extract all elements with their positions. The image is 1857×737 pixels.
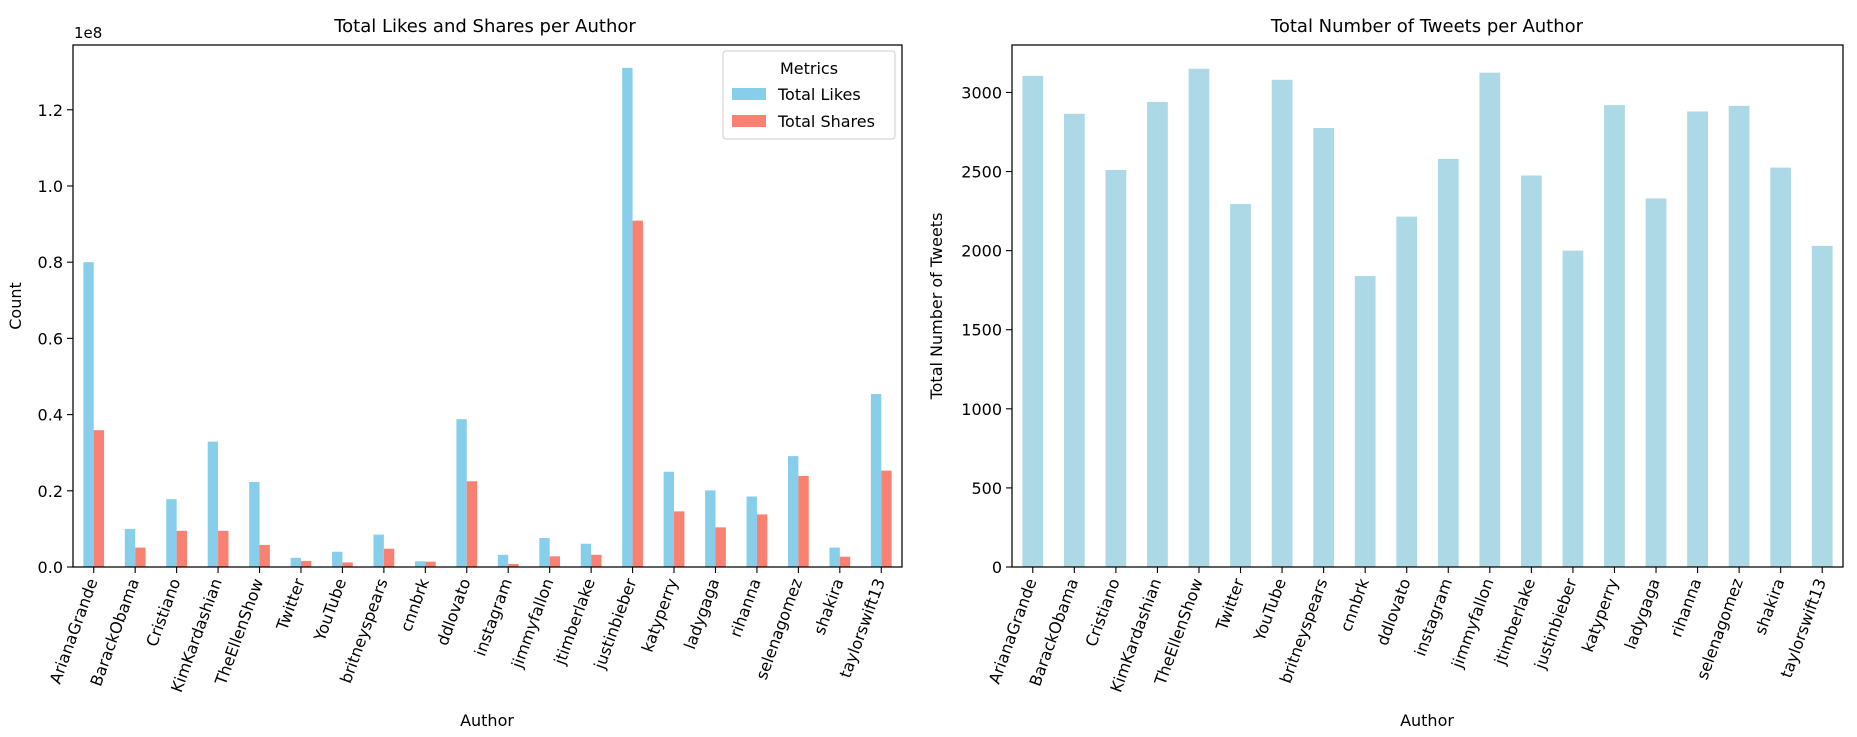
y-tick-label: 1.2 xyxy=(38,101,63,120)
bar-total-shares-ladygaga xyxy=(715,527,726,567)
bar-total-shares-justinbieber xyxy=(632,220,643,567)
y-offset-text: 1e8 xyxy=(74,24,102,42)
bar-tweets-theellenshow xyxy=(1188,68,1210,567)
bar-tweets-shakira xyxy=(1770,167,1792,567)
bar-tweets-ladygaga xyxy=(1645,198,1667,567)
plot-frame xyxy=(72,44,903,568)
legend-label-likes: Total Likes xyxy=(777,85,861,104)
y-tick-label: 3000 xyxy=(961,83,1002,102)
y-tick-label: 0 xyxy=(992,558,1002,577)
bar-tweets-taylorswift13 xyxy=(1811,245,1833,567)
bar-total-likes-taylorswift13 xyxy=(870,394,882,567)
x-axis-label: Author xyxy=(1400,711,1454,730)
bar-total-shares-selenagomez xyxy=(798,475,809,567)
bar-total-shares-jtimberlake xyxy=(591,554,602,567)
x-axis-label: Author xyxy=(460,711,514,730)
y-ticks: 0.0 0.2 0.4 0.6 0.8 1.0 1.2 xyxy=(38,101,73,577)
bar-total-likes-jtimberlake xyxy=(580,543,592,567)
bar-tweets-instagram xyxy=(1437,158,1459,567)
bar-total-likes-rihanna xyxy=(746,496,757,567)
bar-total-likes-justinbieber xyxy=(622,67,633,568)
y-axis-label: Total Number of Tweets xyxy=(927,213,946,401)
bar-total-shares-katyperry xyxy=(674,511,685,567)
bar-total-shares-cristiano xyxy=(176,530,187,567)
plot-frame xyxy=(1011,44,1844,568)
bar-total-likes-jimmyfallon xyxy=(539,538,550,567)
bar-tweets-youtube xyxy=(1271,79,1293,568)
bar-total-likes-twitter xyxy=(290,557,301,567)
bar-total-likes-barackobama xyxy=(124,528,136,567)
bar-total-shares-cnnbrk xyxy=(425,561,436,567)
bar-total-likes-selenagomez xyxy=(788,456,799,567)
bar-total-likes-kimkardashian xyxy=(207,441,219,567)
bar-total-shares-taylorswift13 xyxy=(881,470,892,567)
y-tick-label: 0.6 xyxy=(38,329,63,348)
bar-tweets-kimkardashian xyxy=(1147,101,1168,567)
chart-title: Total Number of Tweets per Author xyxy=(1270,16,1584,37)
bar-tweets-barackobama xyxy=(1063,113,1085,567)
bar-total-likes-theellenshow xyxy=(249,482,260,567)
y-tick-label: 0.8 xyxy=(38,253,63,272)
bar-total-shares-instagram xyxy=(508,563,519,567)
bar-total-likes-britneyspears xyxy=(373,534,384,567)
legend-label-shares: Total Shares xyxy=(777,112,875,131)
bar-total-likes-cristiano xyxy=(166,499,177,567)
chart-title: Total Likes and Shares per Author xyxy=(333,16,636,37)
y-tick-label: 2500 xyxy=(961,163,1002,182)
bar-tweets-rihanna xyxy=(1687,111,1708,567)
bar-total-shares-kimkardashian xyxy=(218,530,229,567)
bar-tweets-jtimberlake xyxy=(1520,175,1542,567)
y-tick-label: 0.2 xyxy=(38,482,63,501)
y-tick-label: 1000 xyxy=(961,400,1002,419)
bar-total-shares-ddlovato xyxy=(466,481,478,567)
bar-tweets-cristiano xyxy=(1105,169,1127,567)
bar-total-shares-shakira xyxy=(839,556,851,567)
bar-total-shares-twitter xyxy=(300,560,312,567)
y-tick-label: 500 xyxy=(971,479,1002,498)
bar-total-likes-cnnbrk xyxy=(414,561,426,567)
bar-tweets-selenagomez xyxy=(1728,105,1750,568)
bar-tweets-katyperry xyxy=(1604,105,1625,568)
bar-tweets-twitter xyxy=(1230,203,1251,567)
bars xyxy=(1022,68,1833,568)
bar-total-likes-youtube xyxy=(332,551,343,567)
y-tick-label: 2000 xyxy=(961,242,1002,261)
bar-total-shares-barackobama xyxy=(135,547,146,567)
legend-swatch-likes xyxy=(732,88,766,100)
bar-tweets-arianagrande xyxy=(1022,75,1044,567)
bar-total-shares-arianagrande xyxy=(93,430,105,567)
y-tick-label: 0.4 xyxy=(38,406,63,425)
bar-total-likes-shakira xyxy=(829,547,840,567)
bar-total-shares-theellenshow xyxy=(259,544,270,567)
bar-total-likes-ladygaga xyxy=(705,490,716,567)
y-axis-label: Count xyxy=(6,282,25,330)
legend-swatch-shares xyxy=(732,115,766,127)
bar-total-shares-youtube xyxy=(342,562,353,567)
bar-tweets-jimmyfallon xyxy=(1479,72,1501,568)
bar-total-shares-britneyspears xyxy=(383,548,395,567)
bar-total-likes-katyperry xyxy=(663,471,675,567)
legend: Metrics Total Likes Total Shares xyxy=(722,50,896,140)
bar-total-shares-rihanna xyxy=(756,514,768,567)
bars xyxy=(83,67,892,568)
bar-tweets-cnnbrk xyxy=(1354,275,1376,567)
bar-tweets-ddlovato xyxy=(1396,216,1418,567)
bar-total-likes-ddlovato xyxy=(456,419,467,567)
legend-title: Metrics xyxy=(780,59,838,78)
bar-total-shares-jimmyfallon xyxy=(549,556,561,567)
y-ticks: 0 500 1000 1500 2000 2500 3000 xyxy=(961,83,1012,577)
bar-total-likes-instagram xyxy=(497,554,509,567)
bar-tweets-britneyspears xyxy=(1313,128,1335,568)
y-tick-label: 0.0 xyxy=(38,558,63,577)
y-tick-label: 1500 xyxy=(961,321,1002,340)
y-tick-label: 1.0 xyxy=(38,177,63,196)
bar-tweets-justinbieber xyxy=(1562,250,1584,567)
bar-total-likes-arianagrande xyxy=(83,262,94,567)
